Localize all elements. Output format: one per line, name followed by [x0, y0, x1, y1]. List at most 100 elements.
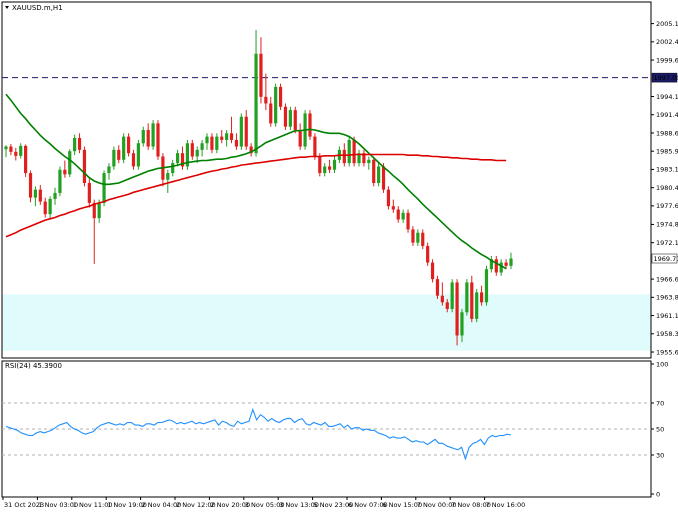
- candle: [171, 159, 175, 177]
- candle-body: [381, 166, 386, 190]
- price-tick-label: 1991.40: [656, 111, 678, 119]
- price-tick-label: 1958.35: [656, 330, 678, 338]
- candle: [244, 110, 248, 150]
- candle: [68, 149, 72, 178]
- candle-body: [97, 202, 101, 219]
- candle-body: [318, 156, 322, 174]
- candle-body: [499, 262, 503, 273]
- candle-body: [102, 173, 106, 203]
- candle-body: [58, 169, 62, 193]
- candle: [484, 265, 489, 306]
- candle: [229, 116, 234, 144]
- candle-body: [342, 149, 346, 164]
- candle: [352, 136, 356, 167]
- candle: [33, 186, 38, 207]
- candle-body: [479, 292, 484, 303]
- candle-body: [146, 129, 150, 147]
- candle: [4, 145, 8, 158]
- candle-body: [249, 146, 253, 154]
- price-tick-label: 1961.10: [656, 312, 678, 320]
- time-tick-label: 2 Nov 04:00: [142, 501, 182, 509]
- time-tick-label: 2 Nov 20:00: [210, 501, 250, 509]
- candle-body: [92, 202, 96, 219]
- candle-body: [509, 258, 513, 266]
- candle-body: [136, 143, 140, 167]
- candle-body: [426, 245, 430, 263]
- candle: [475, 289, 479, 323]
- rsi-tick-label: 100: [656, 360, 668, 368]
- candle-body: [416, 232, 420, 243]
- candle: [205, 133, 209, 150]
- candle: [254, 29, 258, 157]
- price-tick-label: 1988.65: [656, 129, 678, 137]
- candle-body: [327, 166, 332, 170]
- candle-body: [53, 192, 57, 199]
- candle-body: [386, 189, 391, 207]
- candle: [43, 197, 47, 218]
- time-tick-label: 3 Nov 05:00: [245, 501, 285, 509]
- candle: [151, 120, 155, 150]
- current-price-label-box: [651, 253, 678, 264]
- candle: [308, 110, 312, 140]
- candle-body: [450, 282, 454, 309]
- candle-body: [63, 169, 67, 175]
- candle-body: [401, 212, 405, 220]
- candle: [327, 159, 332, 174]
- candle: [288, 106, 292, 130]
- candle-body: [171, 163, 175, 174]
- candle: [435, 275, 440, 299]
- candle-body: [475, 292, 479, 319]
- candle-body: [210, 136, 214, 150]
- candle: [122, 133, 126, 164]
- candle-body: [141, 129, 145, 144]
- candle-body: [239, 116, 243, 147]
- candle-body: [484, 269, 489, 303]
- candle: [298, 123, 302, 150]
- candle-body: [298, 129, 302, 147]
- candle-body: [87, 183, 91, 203]
- candle: [421, 229, 425, 250]
- candle-body: [43, 201, 47, 215]
- candle-body: [489, 259, 493, 270]
- candle-body: [229, 133, 234, 140]
- candle-body: [205, 136, 209, 144]
- candle: [136, 139, 140, 170]
- candle-body: [421, 232, 425, 246]
- candle-body: [352, 139, 356, 164]
- time-tick-label: 1 Nov 11:00: [73, 501, 113, 509]
- support-zone: [2, 294, 651, 351]
- candle: [264, 73, 268, 111]
- candle: [210, 133, 214, 154]
- rsi-tick-label: 50: [656, 425, 664, 433]
- candle: [259, 37, 263, 104]
- candle: [372, 156, 376, 187]
- candle-body: [28, 173, 33, 198]
- candle-body: [259, 53, 263, 97]
- candle: [73, 134, 77, 156]
- candle-body: [122, 136, 126, 160]
- candle-body: [283, 106, 288, 127]
- candle: [200, 139, 204, 157]
- rsi-label: RSI(24) 45.3900: [5, 362, 62, 370]
- candle: [416, 229, 420, 246]
- price-pane[interactable]: [1, 1, 652, 359]
- candle-body: [269, 103, 273, 124]
- candle-body: [288, 110, 292, 127]
- candle: [470, 275, 474, 323]
- price-tick-label: 1966.60: [656, 275, 678, 283]
- candle-body: [14, 151, 18, 156]
- candle-body: [112, 149, 116, 167]
- candle-body: [9, 146, 13, 152]
- time-tick-label: 2 Nov 12:00: [176, 501, 216, 509]
- candle: [269, 96, 273, 127]
- candle: [362, 149, 366, 167]
- candle: [323, 163, 327, 177]
- dropdown-triangle-icon[interactable]: [5, 6, 9, 9]
- candle-body: [391, 206, 395, 210]
- candle-body: [234, 139, 239, 147]
- candle: [283, 103, 288, 130]
- price-tick-label: 1999.65: [656, 56, 678, 64]
- candle-body: [264, 96, 268, 104]
- price-tick-label: 2002.40: [656, 38, 678, 46]
